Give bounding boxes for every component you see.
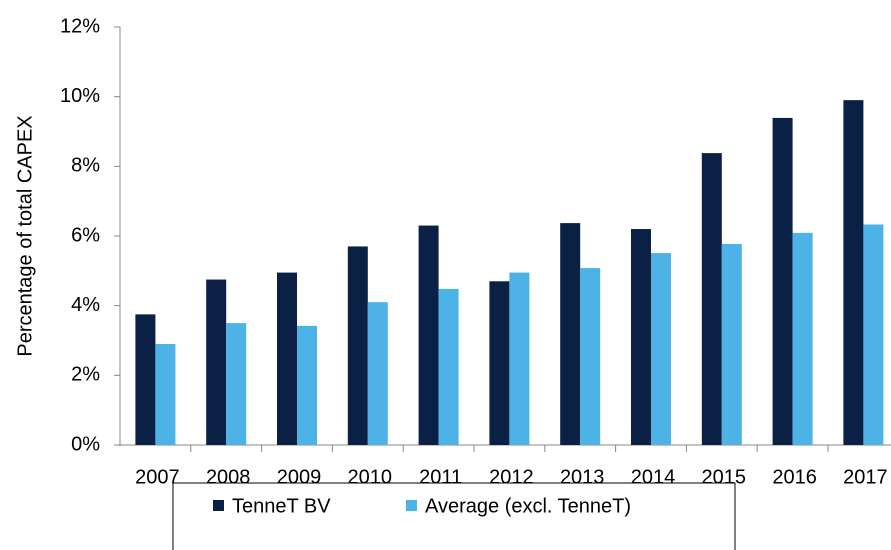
legend-label: Average (excl. TenneT) xyxy=(425,495,631,517)
x-tick-label: 2007 xyxy=(135,466,180,488)
bar xyxy=(863,224,884,445)
bar xyxy=(418,225,439,445)
bar xyxy=(206,279,227,445)
bar xyxy=(226,323,247,445)
bar xyxy=(438,288,459,445)
bar xyxy=(843,100,864,446)
bar xyxy=(135,314,156,445)
legend-label: TenneT BV xyxy=(232,495,331,517)
bar xyxy=(580,268,601,445)
bar xyxy=(489,281,510,445)
legend-swatch xyxy=(406,500,417,511)
legend-box xyxy=(172,482,736,550)
bar xyxy=(277,272,297,445)
bar xyxy=(631,229,651,445)
y-tick-label: 10% xyxy=(60,85,100,107)
x-tick-label: 2009 xyxy=(277,466,322,488)
x-tick-label: 2010 xyxy=(348,466,393,488)
y-tick-label: 8% xyxy=(71,155,100,177)
bar xyxy=(792,232,813,445)
x-tick-label: 2015 xyxy=(702,466,747,488)
x-tick-label: 2011 xyxy=(419,466,462,488)
bar xyxy=(155,343,176,445)
x-tick-label: 2008 xyxy=(206,466,251,488)
x-tick-label: 2014 xyxy=(631,466,676,488)
x-tick-label: 2016 xyxy=(772,466,817,488)
bar xyxy=(772,117,793,445)
bar xyxy=(509,272,530,445)
bar xyxy=(560,223,581,445)
legend-swatch xyxy=(213,500,224,511)
y-tick-label: 12% xyxy=(60,15,100,37)
bar xyxy=(651,253,671,445)
x-tick-label: 2013 xyxy=(560,466,605,488)
bar xyxy=(701,153,722,445)
y-tick-label: 4% xyxy=(71,294,100,316)
y-tick-label: 0% xyxy=(71,433,100,455)
x-tick-label: 2017 xyxy=(843,466,888,488)
y-axis-title: Percentage of total CAPEX xyxy=(14,115,36,356)
x-tick-label: 2012 xyxy=(489,466,534,488)
bar xyxy=(297,325,317,445)
bar xyxy=(721,244,742,445)
y-tick-label: 6% xyxy=(71,224,100,246)
bar xyxy=(347,246,368,445)
y-tick-label: 2% xyxy=(71,364,100,386)
bar xyxy=(367,302,388,445)
